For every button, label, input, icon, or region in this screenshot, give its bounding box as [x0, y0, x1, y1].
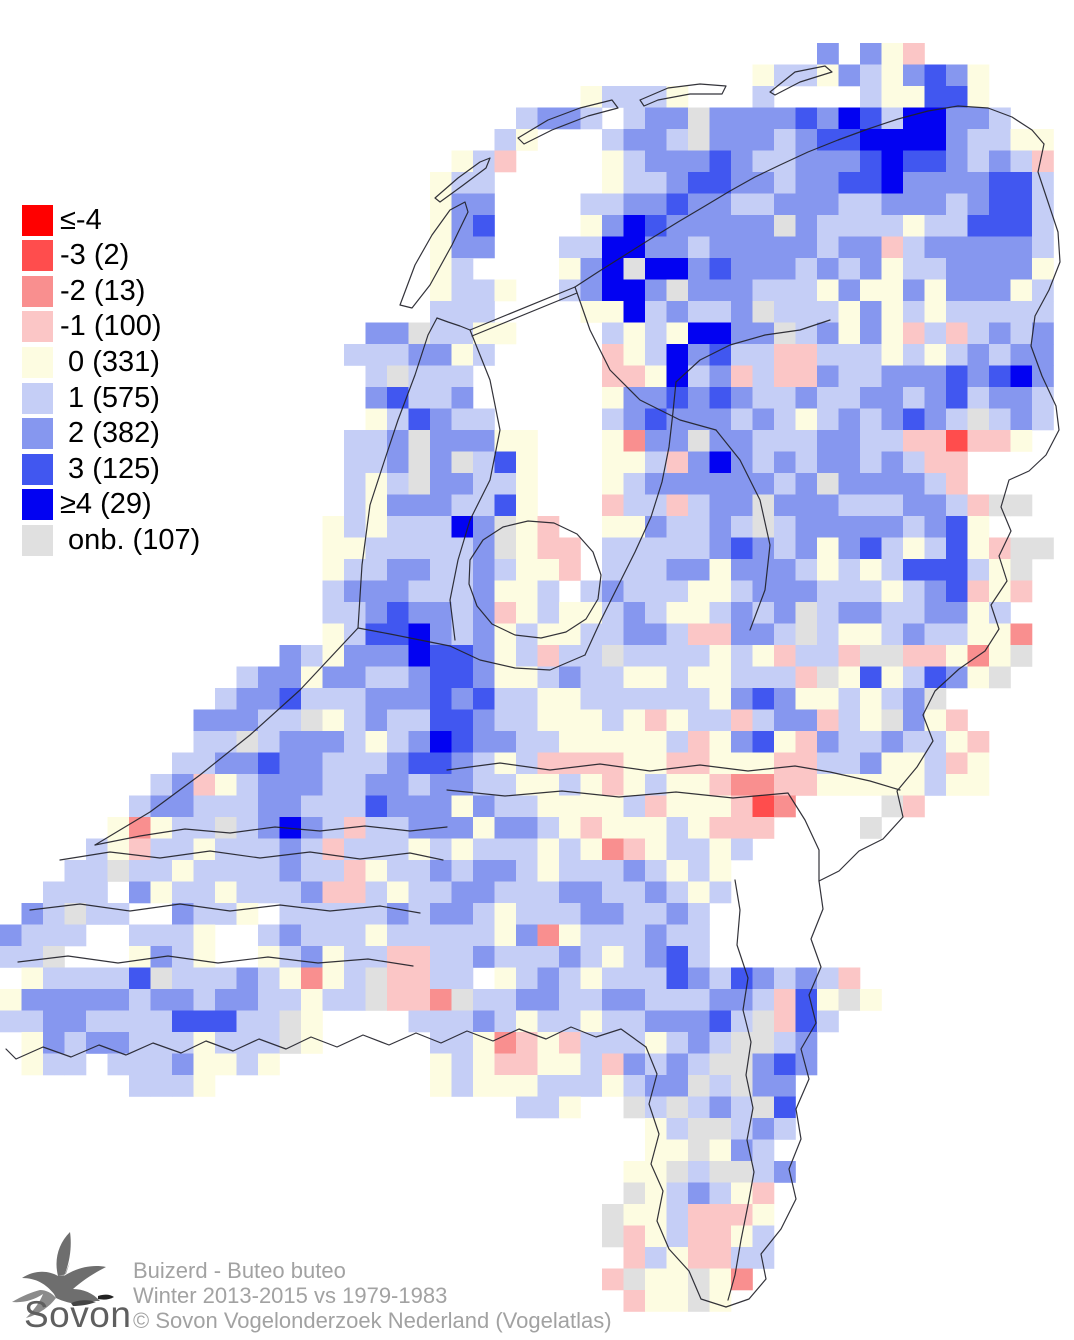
legend-swatch [22, 489, 53, 521]
legend-item: -2 (13) [22, 275, 145, 307]
legend-label: 2 (382) [60, 417, 160, 450]
sovon-wordmark: Sovon [24, 1294, 132, 1335]
netherlands-outline [5, 65, 1061, 1308]
atlas-grid-cells [0, 43, 1054, 1312]
legend-label: 0 (331) [60, 345, 160, 378]
swallow-bird-icon [12, 1232, 114, 1318]
legend-swatch [22, 382, 53, 414]
legend-swatch [22, 524, 53, 556]
legend-swatch [22, 311, 53, 343]
map-caption: Buizerd - Buteo buteo Winter 2013-2015 v… [133, 1258, 612, 1333]
legend-item: 3 (125) [22, 453, 160, 485]
legend-item: -3 (2) [22, 239, 130, 272]
legend-label: ≥4 (29) [60, 488, 152, 521]
copyright-line: © Sovon Vogelonderzoek Nederland (Vogela… [133, 1308, 612, 1333]
period-subtitle: Winter 2013-2015 vs 1979-1983 [133, 1283, 448, 1308]
legend-label: 3 (125) [60, 452, 160, 485]
legend-item: 0 (331) [22, 346, 160, 378]
sovon-logo [10, 1232, 140, 1337]
legend-item: ≤-4 [22, 204, 102, 236]
legend-label: onb. (107) [60, 523, 201, 556]
legend-swatch [22, 204, 53, 236]
legend-label: 1 (575) [60, 381, 160, 414]
legend-swatch [22, 240, 53, 272]
legend-label: -1 (100) [60, 310, 162, 343]
legend-swatch [22, 453, 53, 485]
legend-swatch [22, 346, 53, 378]
legend-label: -3 (2) [60, 239, 130, 272]
legend-label: -2 (13) [60, 274, 146, 307]
legend-item: 2 (382) [22, 417, 160, 450]
species-title: Buizerd - Buteo buteo [133, 1258, 346, 1283]
legend-item: -1 (100) [22, 310, 162, 343]
legend-label: ≤-4 [60, 203, 102, 236]
legend-swatch [22, 418, 53, 450]
legend-swatch [22, 275, 53, 307]
legend-item: 1 (575) [22, 382, 160, 414]
legend-item: ≥4 (29) [22, 488, 152, 521]
legend-item: onb. (107) [22, 524, 200, 556]
